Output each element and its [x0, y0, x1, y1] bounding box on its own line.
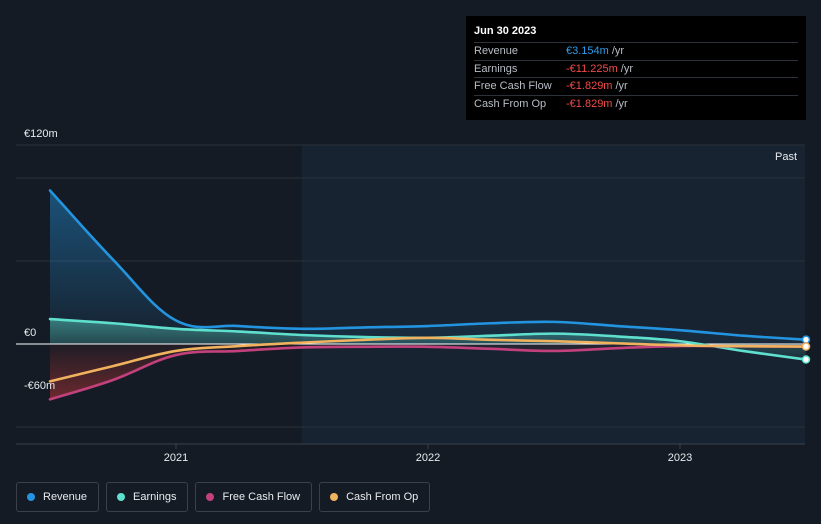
legend-label: Cash From Op: [346, 491, 419, 503]
tooltip-unit: /yr: [615, 97, 628, 110]
tooltip-row-free-cash-flow: Free Cash Flow -€1.829m /yr: [474, 77, 798, 95]
legend-item-free-cash-flow[interactable]: Free Cash Flow: [195, 482, 313, 512]
point-cash-from-op: [801, 342, 811, 351]
legend-item-earnings[interactable]: Earnings: [106, 482, 189, 512]
legend-label: Earnings: [133, 491, 177, 503]
legend: Revenue Earnings Free Cash Flow Cash Fro…: [16, 482, 431, 512]
tooltip-row-cash-from-op: Cash From Op -€1.829m /yr: [474, 94, 798, 113]
y-tick-label: €120m: [24, 128, 58, 140]
tooltip-unit: /yr: [615, 80, 628, 93]
legend-dot-icon: [117, 493, 126, 501]
x-tick-label: 2021: [164, 452, 188, 464]
x-tick-label: 2023: [668, 452, 692, 464]
legend-dot-icon: [27, 493, 35, 501]
past-region: [302, 145, 805, 444]
tooltip-value: -€1.829m: [566, 97, 613, 110]
line-cash-from-op: [48, 336, 808, 383]
legend-dot-icon: [206, 493, 215, 501]
y-tick-label: €0: [24, 327, 36, 339]
legend-label: Free Cash Flow: [222, 491, 301, 503]
legend-item-revenue[interactable]: Revenue: [16, 482, 100, 512]
axis-labels: €120m €0 -€60m 2021 2022 2023: [24, 128, 692, 464]
area-earnings: [50, 319, 806, 360]
tooltip-date: Jun 30 2023: [474, 25, 537, 37]
tooltip-unit: /yr: [611, 45, 625, 58]
legend-item-cash-from-op[interactable]: Cash From Op: [319, 482, 431, 512]
point-revenue: [801, 335, 811, 344]
area-free-cash-flow: [50, 344, 806, 400]
tooltip-value: €3.154m: [566, 45, 609, 58]
series-end-points: [801, 335, 811, 364]
tooltip-value: -€11.225m: [566, 62, 618, 75]
series-areas: [50, 190, 806, 400]
tooltip-label: Revenue: [474, 45, 519, 58]
tooltip: Jun 30 2023 Revenue €3.154m /yr Earnings…: [466, 16, 806, 120]
line-revenue: [48, 189, 808, 341]
tooltip-row-earnings: Earnings -€11.225m /yr: [474, 59, 798, 78]
tooltip-label: Free Cash Flow: [474, 80, 552, 93]
series-lines: [48, 189, 808, 401]
x-tick-label: 2022: [416, 452, 440, 464]
legend-label: Revenue: [43, 491, 88, 503]
tooltip-value: -€1.829m: [566, 80, 613, 93]
tooltip-row-revenue: Revenue €3.154m /yr: [474, 42, 798, 60]
legend-dot-icon: [330, 493, 339, 501]
tooltip-label: Cash From Op: [474, 97, 547, 110]
y-tick-label: -€60m: [24, 380, 55, 392]
point-earnings: [801, 355, 811, 364]
tooltip-unit: /yr: [620, 62, 634, 75]
tooltip-label: Earnings: [474, 62, 518, 75]
past-label: Past: [775, 151, 797, 163]
